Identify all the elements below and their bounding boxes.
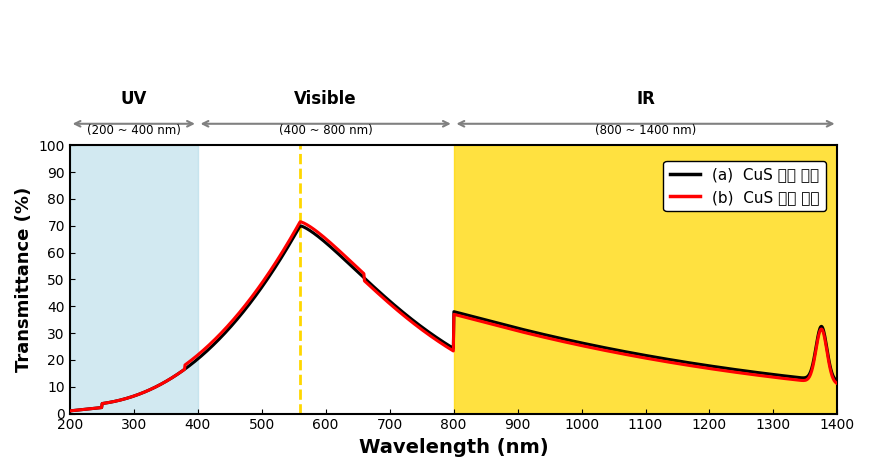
- Text: (400 ~ 800 nm): (400 ~ 800 nm): [278, 124, 372, 137]
- Text: UV: UV: [121, 90, 147, 108]
- Text: Visible: Visible: [294, 90, 356, 108]
- Bar: [70, 145, 197, 413]
- Text: (200 ~ 400 nm): (200 ~ 400 nm): [87, 124, 181, 137]
- Text: (800 ~ 1400 nm): (800 ~ 1400 nm): [594, 124, 695, 137]
- Bar: [453, 145, 837, 413]
- Y-axis label: Transmittance (%): Transmittance (%): [15, 187, 33, 372]
- Text: IR: IR: [635, 90, 654, 108]
- Legend: (a)  CuS 기존 합성, (b)  CuS 대량 합성: (a) CuS 기존 합성, (b) CuS 대량 합성: [663, 161, 825, 211]
- X-axis label: Wavelength (nm): Wavelength (nm): [358, 438, 547, 457]
